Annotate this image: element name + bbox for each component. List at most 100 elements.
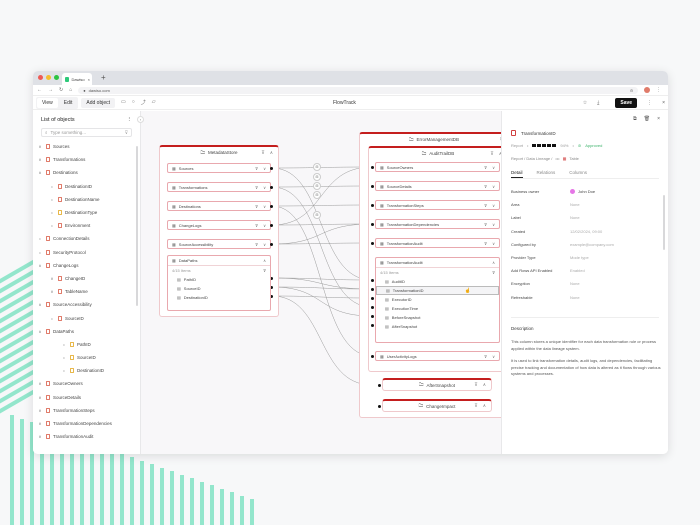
circle-icon[interactable]: ○ (131, 99, 135, 105)
table-node[interactable]: ▦ TransformationAudit ⊽ ∨ (375, 238, 500, 248)
connector-dot[interactable] (371, 242, 374, 245)
breadcrumb-path[interactable]: Report / Data Lineage / (511, 156, 553, 161)
minimize-window-button[interactable] (46, 75, 51, 80)
chevron-down-icon[interactable]: ∨ (263, 222, 266, 228)
sidebar-more-icon[interactable]: ⋮ (126, 117, 133, 123)
table-node[interactable]: ▦ Transformations ⊽ ∨ (167, 182, 271, 192)
bullet-icon[interactable]: • (51, 196, 53, 202)
tree-item[interactable]: ∨ Sources (37, 140, 140, 153)
connector-dot[interactable] (270, 286, 273, 289)
table-node[interactable]: ▦ TransformationDependencies ⊽ ∨ (375, 219, 500, 229)
tree-item[interactable]: • SourceID (37, 311, 140, 324)
column-row[interactable]: ▤ SourceID (168, 284, 270, 293)
owner-name[interactable]: John Doe (578, 189, 596, 195)
table-node[interactable]: ▦ SourceOwners ⊽ ∨ (375, 162, 500, 172)
table-node[interactable]: ▦ Sources ⊽ ∨ (167, 163, 271, 173)
bullet-icon[interactable]: • (51, 183, 53, 189)
group-node[interactable]: 🗀 ChangeImpact ⊽ ∧ (382, 399, 492, 412)
chevron-down-icon[interactable]: ∨ (492, 202, 495, 208)
tree-item[interactable]: ∨ TransformationSteps (37, 404, 140, 417)
chevron-down-icon[interactable]: ∨ (50, 289, 54, 295)
connector-dot[interactable] (270, 186, 273, 189)
chevron-down-icon[interactable]: ∨ (38, 157, 42, 163)
connector-dot[interactable] (371, 297, 374, 300)
chevron-up-icon[interactable]: ∧ (38, 170, 42, 176)
chevron-up-icon[interactable]: ∧ (263, 258, 266, 263)
tab-relations[interactable]: Relations (536, 170, 556, 175)
connector-dot[interactable] (270, 277, 273, 280)
chevron-down-icon[interactable]: ∨ (263, 203, 266, 209)
connector-dot[interactable] (371, 324, 374, 327)
bullet-icon[interactable]: • (63, 341, 65, 347)
filter-icon[interactable]: ⊽ (255, 184, 259, 190)
tree-item[interactable]: ∨ TableName (37, 285, 140, 298)
tree-item[interactable]: ∨ TransformationAudit (37, 430, 140, 443)
chevron-up-icon[interactable]: ∧ (482, 403, 486, 408)
bullet-icon[interactable]: • (63, 368, 65, 374)
filter-icon[interactable]: ⊽ (484, 164, 488, 170)
connector-dot[interactable] (270, 295, 273, 298)
chevron-down-icon[interactable]: ∨ (263, 241, 266, 247)
chevron-up-icon[interactable]: ∧ (38, 262, 42, 268)
back-icon[interactable]: ← (37, 87, 42, 93)
tree-item[interactable]: ∨ SourceOwners (37, 377, 140, 390)
column-row[interactable]: ▤ ExecutorID (376, 295, 499, 304)
filter-icon[interactable]: ⊽ (484, 183, 488, 189)
chevron-down-icon[interactable]: ∨ (38, 394, 42, 400)
chevron-up-icon[interactable]: ∧ (492, 260, 495, 265)
bullet-icon[interactable]: • (51, 223, 53, 229)
chevron-down-icon[interactable]: ∨ (50, 275, 54, 281)
forward-icon[interactable]: → (48, 87, 53, 93)
table-transformationaudit-expanded[interactable]: ▦ TransformationAudit ∧ 4/15 Items ⊽ ▤ Au… (375, 257, 500, 343)
view-mode-button[interactable]: View (37, 97, 58, 108)
save-button[interactable]: Save (615, 97, 638, 108)
chevron-up-icon[interactable]: ∧ (498, 150, 501, 156)
browser-menu-icon[interactable]: ⋮ (656, 87, 662, 93)
filter-icon[interactable]: ⊽ (474, 403, 478, 408)
tree-item[interactable]: ∨ ChangeID (37, 272, 140, 285)
tree-item[interactable]: ∧ DataPaths (37, 325, 140, 338)
tree-item[interactable]: • ConnectionDetails (37, 232, 140, 245)
connector-dot[interactable] (371, 204, 374, 207)
column-row[interactable]: ▤ ExecutionTime (376, 304, 499, 313)
close-panel-icon[interactable]: × (657, 116, 660, 122)
tree-item[interactable]: • PathID (37, 338, 140, 351)
collapse-sidebar-button[interactable]: ‹ (137, 116, 144, 123)
breadcrumb-ellipsis[interactable]: ••• (555, 156, 560, 161)
bullet-icon[interactable]: • (51, 210, 53, 216)
filter-icon[interactable]: ⊽ (255, 203, 259, 209)
column-row[interactable]: ▤ DestinationID (168, 293, 270, 302)
add-object-button[interactable]: Add object (81, 97, 116, 108)
filter-icon[interactable]: ⊽ (492, 270, 495, 275)
sidebar-scrollbar[interactable] (136, 146, 138, 306)
tree-item[interactable]: ∧ SourceAccessibility (37, 298, 140, 311)
star-icon[interactable]: ☆ (582, 99, 588, 106)
profile-avatar[interactable] (644, 87, 651, 93)
bullet-icon[interactable]: • (51, 315, 53, 321)
table-useractivitylogs[interactable]: ▦ UserActivityLogs ⊽ ∨ (375, 351, 500, 361)
tree-item[interactable]: • Environment (37, 219, 140, 232)
tab-close-icon[interactable]: × (87, 76, 90, 82)
connector-dot[interactable] (270, 167, 273, 170)
filter-icon[interactable]: ⊽ (124, 129, 128, 135)
filter-icon[interactable]: ⊽ (484, 221, 488, 227)
edge-hub-icon[interactable]: ⊟ (313, 211, 321, 219)
filter-icon[interactable]: ⊽ (484, 202, 488, 208)
tree-item[interactable]: ∧ ChangeLogs (37, 259, 140, 272)
chevron-up-icon[interactable]: ∧ (269, 149, 273, 155)
filter-icon[interactable]: ⊽ (255, 241, 259, 247)
chevron-down-icon[interactable]: ∨ (38, 407, 42, 413)
group-node[interactable]: 🗀 AfterSnapshot ⊽ ∧ (382, 378, 492, 391)
table-node[interactable]: ▦ SourceDetails ⊽ ∨ (375, 181, 500, 191)
table-node[interactable]: ▦ ChangeLogs ⊽ ∨ (167, 220, 271, 230)
chevron-down-icon[interactable]: ∨ (38, 421, 42, 427)
chevron-down-icon[interactable]: ∨ (492, 353, 495, 359)
chevron-down-icon[interactable]: ∨ (492, 221, 495, 227)
chevron-up-icon[interactable]: ∧ (38, 328, 42, 334)
connector-dot[interactable] (371, 306, 374, 309)
chevron-down-icon[interactable]: ∨ (263, 184, 266, 190)
edit-mode-button[interactable]: Edit (63, 99, 73, 106)
filter-icon[interactable]: ⊽ (255, 165, 259, 171)
tree-item[interactable]: ∨ SourceDetails (37, 391, 140, 404)
tab-detail[interactable]: Detail (511, 170, 523, 178)
